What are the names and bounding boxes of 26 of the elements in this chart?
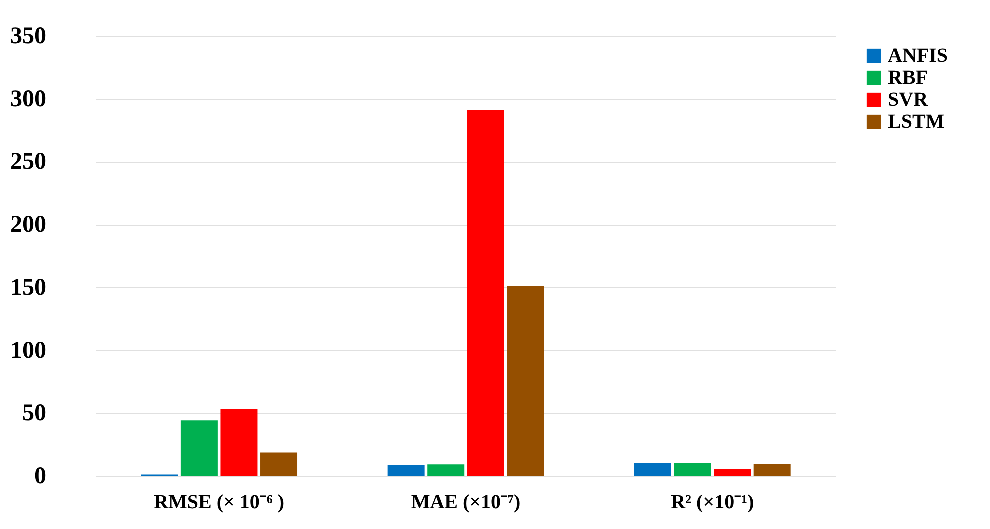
y-tick-label: 300 bbox=[10, 86, 46, 112]
bar bbox=[180, 420, 218, 476]
legend-label: ANFIS bbox=[888, 45, 948, 67]
y-tick-label: 50 bbox=[22, 400, 46, 427]
y-tick-label: 200 bbox=[10, 212, 46, 238]
y-tick-label: 250 bbox=[10, 149, 46, 176]
bar bbox=[634, 463, 672, 476]
legend-label: SVR bbox=[888, 89, 929, 111]
x-tick-label: RMSE (× 10⁻⁶ ) bbox=[154, 492, 285, 514]
bar bbox=[714, 469, 752, 476]
x-tick-label: MAE (×10⁻⁷) bbox=[411, 492, 521, 514]
y-tick-label: 350 bbox=[10, 24, 46, 50]
bar bbox=[674, 463, 712, 476]
bar bbox=[754, 464, 791, 476]
legend-label: RBF bbox=[888, 67, 928, 89]
bar bbox=[220, 409, 258, 476]
bar bbox=[428, 464, 465, 476]
y-tick-label: 100 bbox=[10, 338, 46, 364]
x-tick-label: R² (×10⁻¹) bbox=[671, 492, 754, 514]
bar bbox=[260, 452, 298, 476]
y-tick-label: 0 bbox=[34, 464, 46, 490]
bar bbox=[467, 110, 504, 476]
bar bbox=[507, 286, 544, 476]
legend-label: LSTM bbox=[888, 111, 945, 133]
y-tick-label: 150 bbox=[10, 274, 46, 301]
bar bbox=[388, 465, 425, 476]
